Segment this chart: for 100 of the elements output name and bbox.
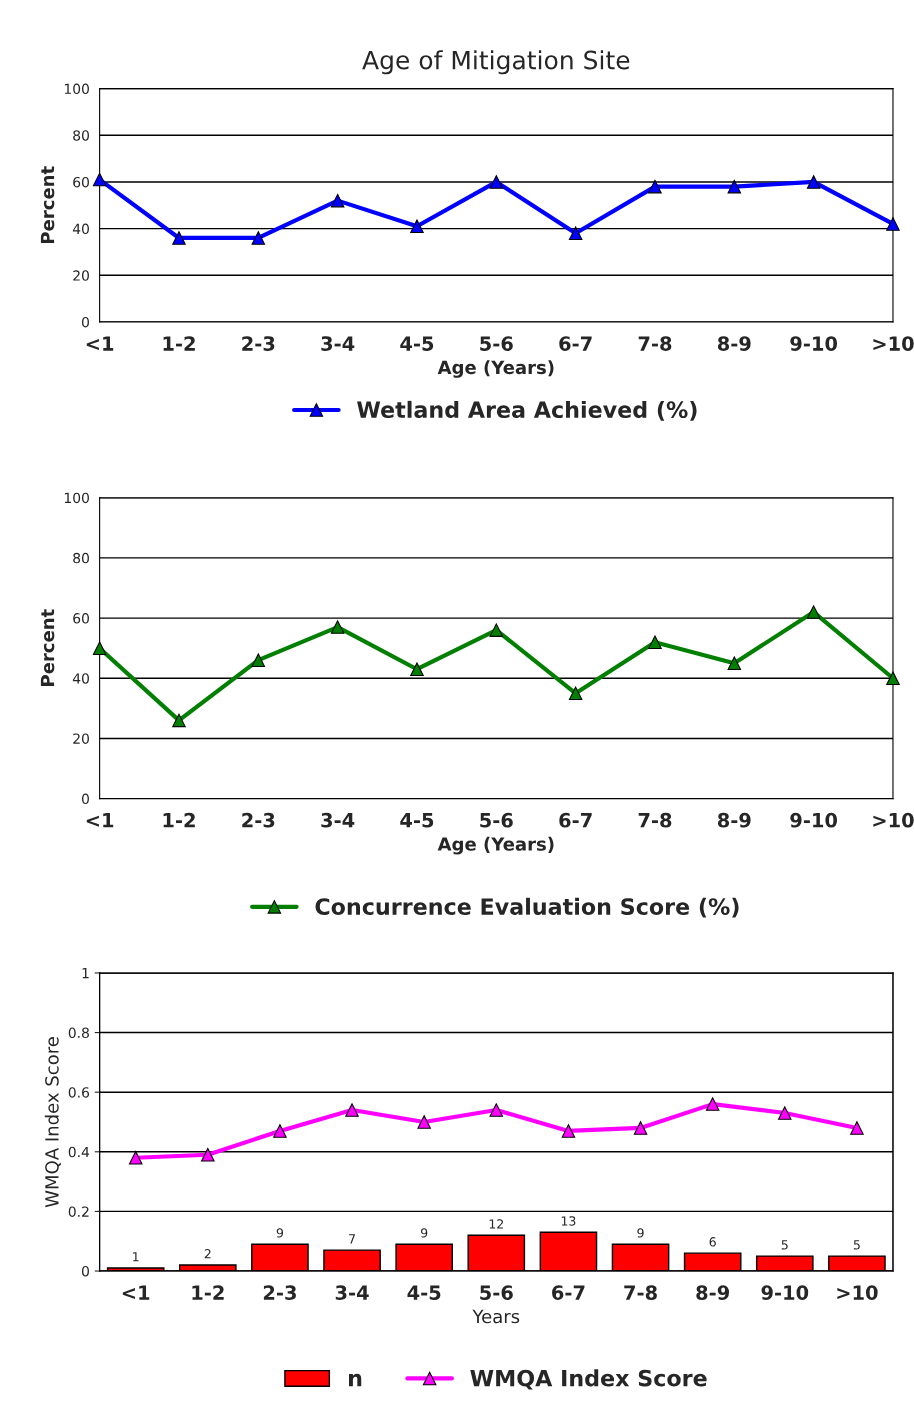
- x-tick-label: >10: [873, 336, 914, 351]
- x-tick-label: 6-7: [552, 1285, 585, 1300]
- legend-label: Wetland Area Achieved (%): [357, 400, 697, 421]
- x-tick-label: <1: [86, 813, 114, 828]
- data-label: 5: [853, 1240, 860, 1250]
- x-tick-label: 3-4: [321, 812, 355, 828]
- x-tick-label: 8-9: [717, 812, 751, 828]
- x-tick-label: 8-9: [696, 1285, 729, 1300]
- point: [330, 193, 345, 208]
- point: [172, 231, 186, 245]
- x-tick-label: 5-6: [480, 336, 513, 351]
- x-axis-title: Age (Years): [437, 836, 554, 855]
- x-axis-title: Years: [472, 1309, 520, 1324]
- x-tick-label: 3-4: [335, 1285, 369, 1300]
- x-tick-label: 4-5: [407, 1285, 441, 1300]
- x-tick-label: 7-8: [624, 1285, 657, 1300]
- point: [778, 1106, 792, 1120]
- legend-label: WMQA Index Score: [470, 1369, 707, 1390]
- x-axis-title: Age (Years): [437, 360, 554, 378]
- point: [806, 605, 821, 619]
- y-tick-label: 0: [81, 316, 89, 328]
- y-tick-label: 0.2: [68, 1206, 89, 1217]
- point: [273, 1124, 287, 1138]
- point: [705, 1097, 720, 1111]
- x-tick-label: 2-3: [242, 812, 275, 828]
- y-axis-title: Percent: [40, 166, 55, 244]
- point: [727, 656, 742, 670]
- x-tick-label: <1: [122, 1285, 150, 1300]
- y-tick-label: 40: [72, 223, 89, 235]
- y-tick-label: 20: [73, 733, 89, 744]
- point: [345, 1103, 359, 1117]
- data-label: 9: [276, 1228, 284, 1238]
- point: [568, 686, 583, 701]
- x-tick-label: 2-3: [242, 336, 275, 351]
- point: [633, 1121, 648, 1135]
- x-tick-label: 6-7: [559, 336, 592, 351]
- point: [648, 179, 662, 194]
- point: [489, 175, 504, 189]
- y-axis-title: WMQA Index Score: [44, 1037, 61, 1208]
- y-tick-label: 100: [64, 492, 89, 504]
- data-label: 9: [420, 1228, 428, 1238]
- data-label: 1: [133, 1252, 139, 1262]
- x-tick-label: 1-2: [163, 812, 195, 828]
- y-tick-label: 60: [73, 613, 89, 624]
- x-tick-label: 1-2: [192, 1285, 224, 1300]
- data-label: 12: [489, 1219, 503, 1229]
- x-tick-label: 7-8: [638, 812, 672, 828]
- y-tick-label: 0: [81, 793, 89, 805]
- point: [806, 175, 821, 189]
- point: [201, 1148, 215, 1162]
- y-tick-label: 0.8: [68, 1027, 89, 1039]
- y-tick-label: 60: [73, 176, 89, 188]
- legend-label: Concurrence Evaluation Score (%): [315, 897, 739, 918]
- y-tick-label: 20: [73, 270, 89, 281]
- point: [727, 179, 742, 194]
- x-tick-label: 4-5: [400, 813, 434, 828]
- point: [886, 217, 900, 231]
- data-label: 2: [204, 1249, 211, 1259]
- data-label: 13: [561, 1216, 576, 1226]
- x-tick-label: 2-3: [263, 1285, 296, 1300]
- point: [92, 641, 107, 655]
- x-tick-label: 5-6: [480, 812, 513, 828]
- x-tick-label: 9-10: [790, 812, 838, 828]
- y-tick-label: 0.4: [68, 1146, 90, 1158]
- point: [850, 1121, 864, 1135]
- point: [410, 662, 424, 676]
- x-tick-label: 1-2: [163, 336, 195, 351]
- y-tick-label: 80: [73, 552, 89, 564]
- point: [410, 219, 424, 234]
- y-axis-title: Percent: [40, 609, 55, 686]
- point: [561, 1124, 576, 1138]
- point: [489, 1103, 504, 1117]
- point: [568, 226, 583, 241]
- point: [251, 653, 266, 667]
- y-tick-label: 0: [81, 1265, 89, 1277]
- point: [172, 713, 186, 728]
- x-tick-label: 9-10: [761, 1285, 809, 1300]
- legend-label: n: [349, 1373, 362, 1387]
- x-tick-label: 7-8: [638, 336, 672, 351]
- point: [648, 635, 662, 649]
- data-label: 6: [709, 1237, 716, 1247]
- y-tick-label: 0.6: [68, 1087, 90, 1098]
- x-tick-label: <1: [86, 336, 114, 351]
- point: [251, 231, 266, 245]
- x-tick-label: >10: [837, 1285, 878, 1300]
- point: [128, 1150, 143, 1165]
- data-label: 5: [781, 1240, 788, 1250]
- point: [417, 1115, 431, 1129]
- point: [489, 623, 504, 637]
- y-tick-label: 40: [72, 673, 89, 684]
- x-tick-label: 4-5: [400, 336, 434, 351]
- x-tick-label: 9-10: [790, 336, 838, 351]
- data-label: 9: [637, 1228, 644, 1238]
- x-tick-label: 5-6: [480, 1285, 513, 1300]
- chart-title: Age of Mitigation Site: [362, 50, 630, 75]
- y-tick-label: 100: [64, 83, 89, 95]
- point: [330, 620, 345, 634]
- x-tick-label: 6-7: [559, 812, 592, 828]
- data-label: 7: [349, 1234, 355, 1244]
- point: [92, 172, 107, 187]
